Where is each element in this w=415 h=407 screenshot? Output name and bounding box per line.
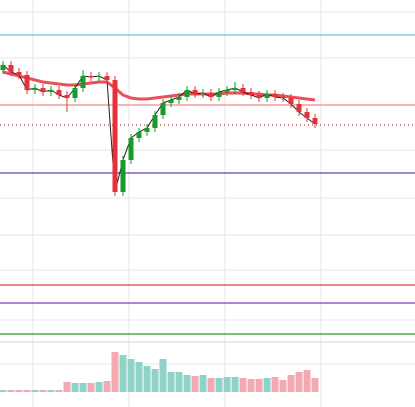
volume-bar <box>279 380 287 392</box>
candle-body <box>168 100 174 103</box>
volume-bar <box>287 375 295 392</box>
volume-bar <box>231 377 239 392</box>
candle-body <box>136 132 142 138</box>
volume-bar <box>311 378 319 392</box>
volume-bar <box>23 390 31 392</box>
candle-body <box>128 138 134 160</box>
candle-body <box>304 112 310 118</box>
candle-body <box>144 128 150 132</box>
candle-body <box>192 90 198 94</box>
volume-bar <box>103 381 111 392</box>
candle-body <box>184 90 190 97</box>
candle-body <box>48 90 54 92</box>
volume-bar <box>31 390 39 392</box>
volume-bar <box>215 378 223 392</box>
volume-bar <box>119 355 127 392</box>
candle-body <box>216 92 222 97</box>
volume-bar <box>79 383 87 392</box>
candle-body <box>96 76 102 77</box>
volume-bar <box>271 377 279 392</box>
volume-bar <box>239 378 247 392</box>
candle-body <box>296 104 302 112</box>
volume-bar <box>95 382 103 392</box>
candle-body <box>24 75 30 90</box>
volume-bar <box>55 390 63 392</box>
candle-body <box>104 76 110 80</box>
volume-bar <box>63 382 71 392</box>
candle-body <box>224 90 230 92</box>
candle-body <box>312 118 318 124</box>
moving-average <box>2 70 316 102</box>
volume-bar <box>247 379 255 392</box>
volume-bar <box>0 390 7 392</box>
volume-bar <box>151 369 159 392</box>
candle-body <box>272 94 278 97</box>
volume-bar <box>111 352 119 392</box>
candle-body <box>56 90 62 95</box>
volume-bar <box>295 372 303 392</box>
volume-bar <box>71 383 79 392</box>
candle-body <box>248 92 254 95</box>
candle-body <box>240 88 246 92</box>
candle-body <box>40 88 46 92</box>
candle-body <box>256 95 262 98</box>
candle-body <box>0 65 6 70</box>
candle-body <box>160 103 166 115</box>
candle-body <box>264 94 270 98</box>
candle-body <box>176 97 182 100</box>
volume-bar <box>127 359 135 392</box>
candle-body <box>64 95 70 98</box>
candle-body <box>120 160 126 192</box>
candle-body <box>72 88 78 98</box>
volume-bar <box>191 376 199 392</box>
candle-body <box>280 97 286 98</box>
volume-bar <box>39 390 47 392</box>
candle-body <box>80 76 86 88</box>
candle-body <box>8 65 14 72</box>
candle-body <box>152 115 158 128</box>
volume-bar <box>183 375 191 392</box>
volume-bar <box>303 370 311 392</box>
volume-bar <box>47 390 55 392</box>
volume-bar <box>199 375 207 392</box>
volume-bar <box>159 359 167 392</box>
volume-bar <box>223 377 231 392</box>
volume-bar <box>143 366 151 392</box>
volume-bar <box>7 390 15 392</box>
close-line <box>2 64 316 193</box>
volume-bar <box>207 378 215 392</box>
candle-body <box>32 88 38 90</box>
candle-body <box>16 72 22 75</box>
volume-bar <box>255 379 263 392</box>
volume-bar <box>15 390 23 392</box>
candle-body <box>112 80 118 192</box>
volume-bar <box>87 383 95 392</box>
candle-body <box>88 76 94 77</box>
volume-bar <box>263 378 271 392</box>
candle-body <box>208 93 214 97</box>
candle-body <box>232 88 238 90</box>
candle-body <box>200 93 206 94</box>
candle-body <box>288 98 294 104</box>
volume-bar <box>175 372 183 392</box>
volume-bar <box>167 372 175 392</box>
volume-bar <box>135 362 143 392</box>
